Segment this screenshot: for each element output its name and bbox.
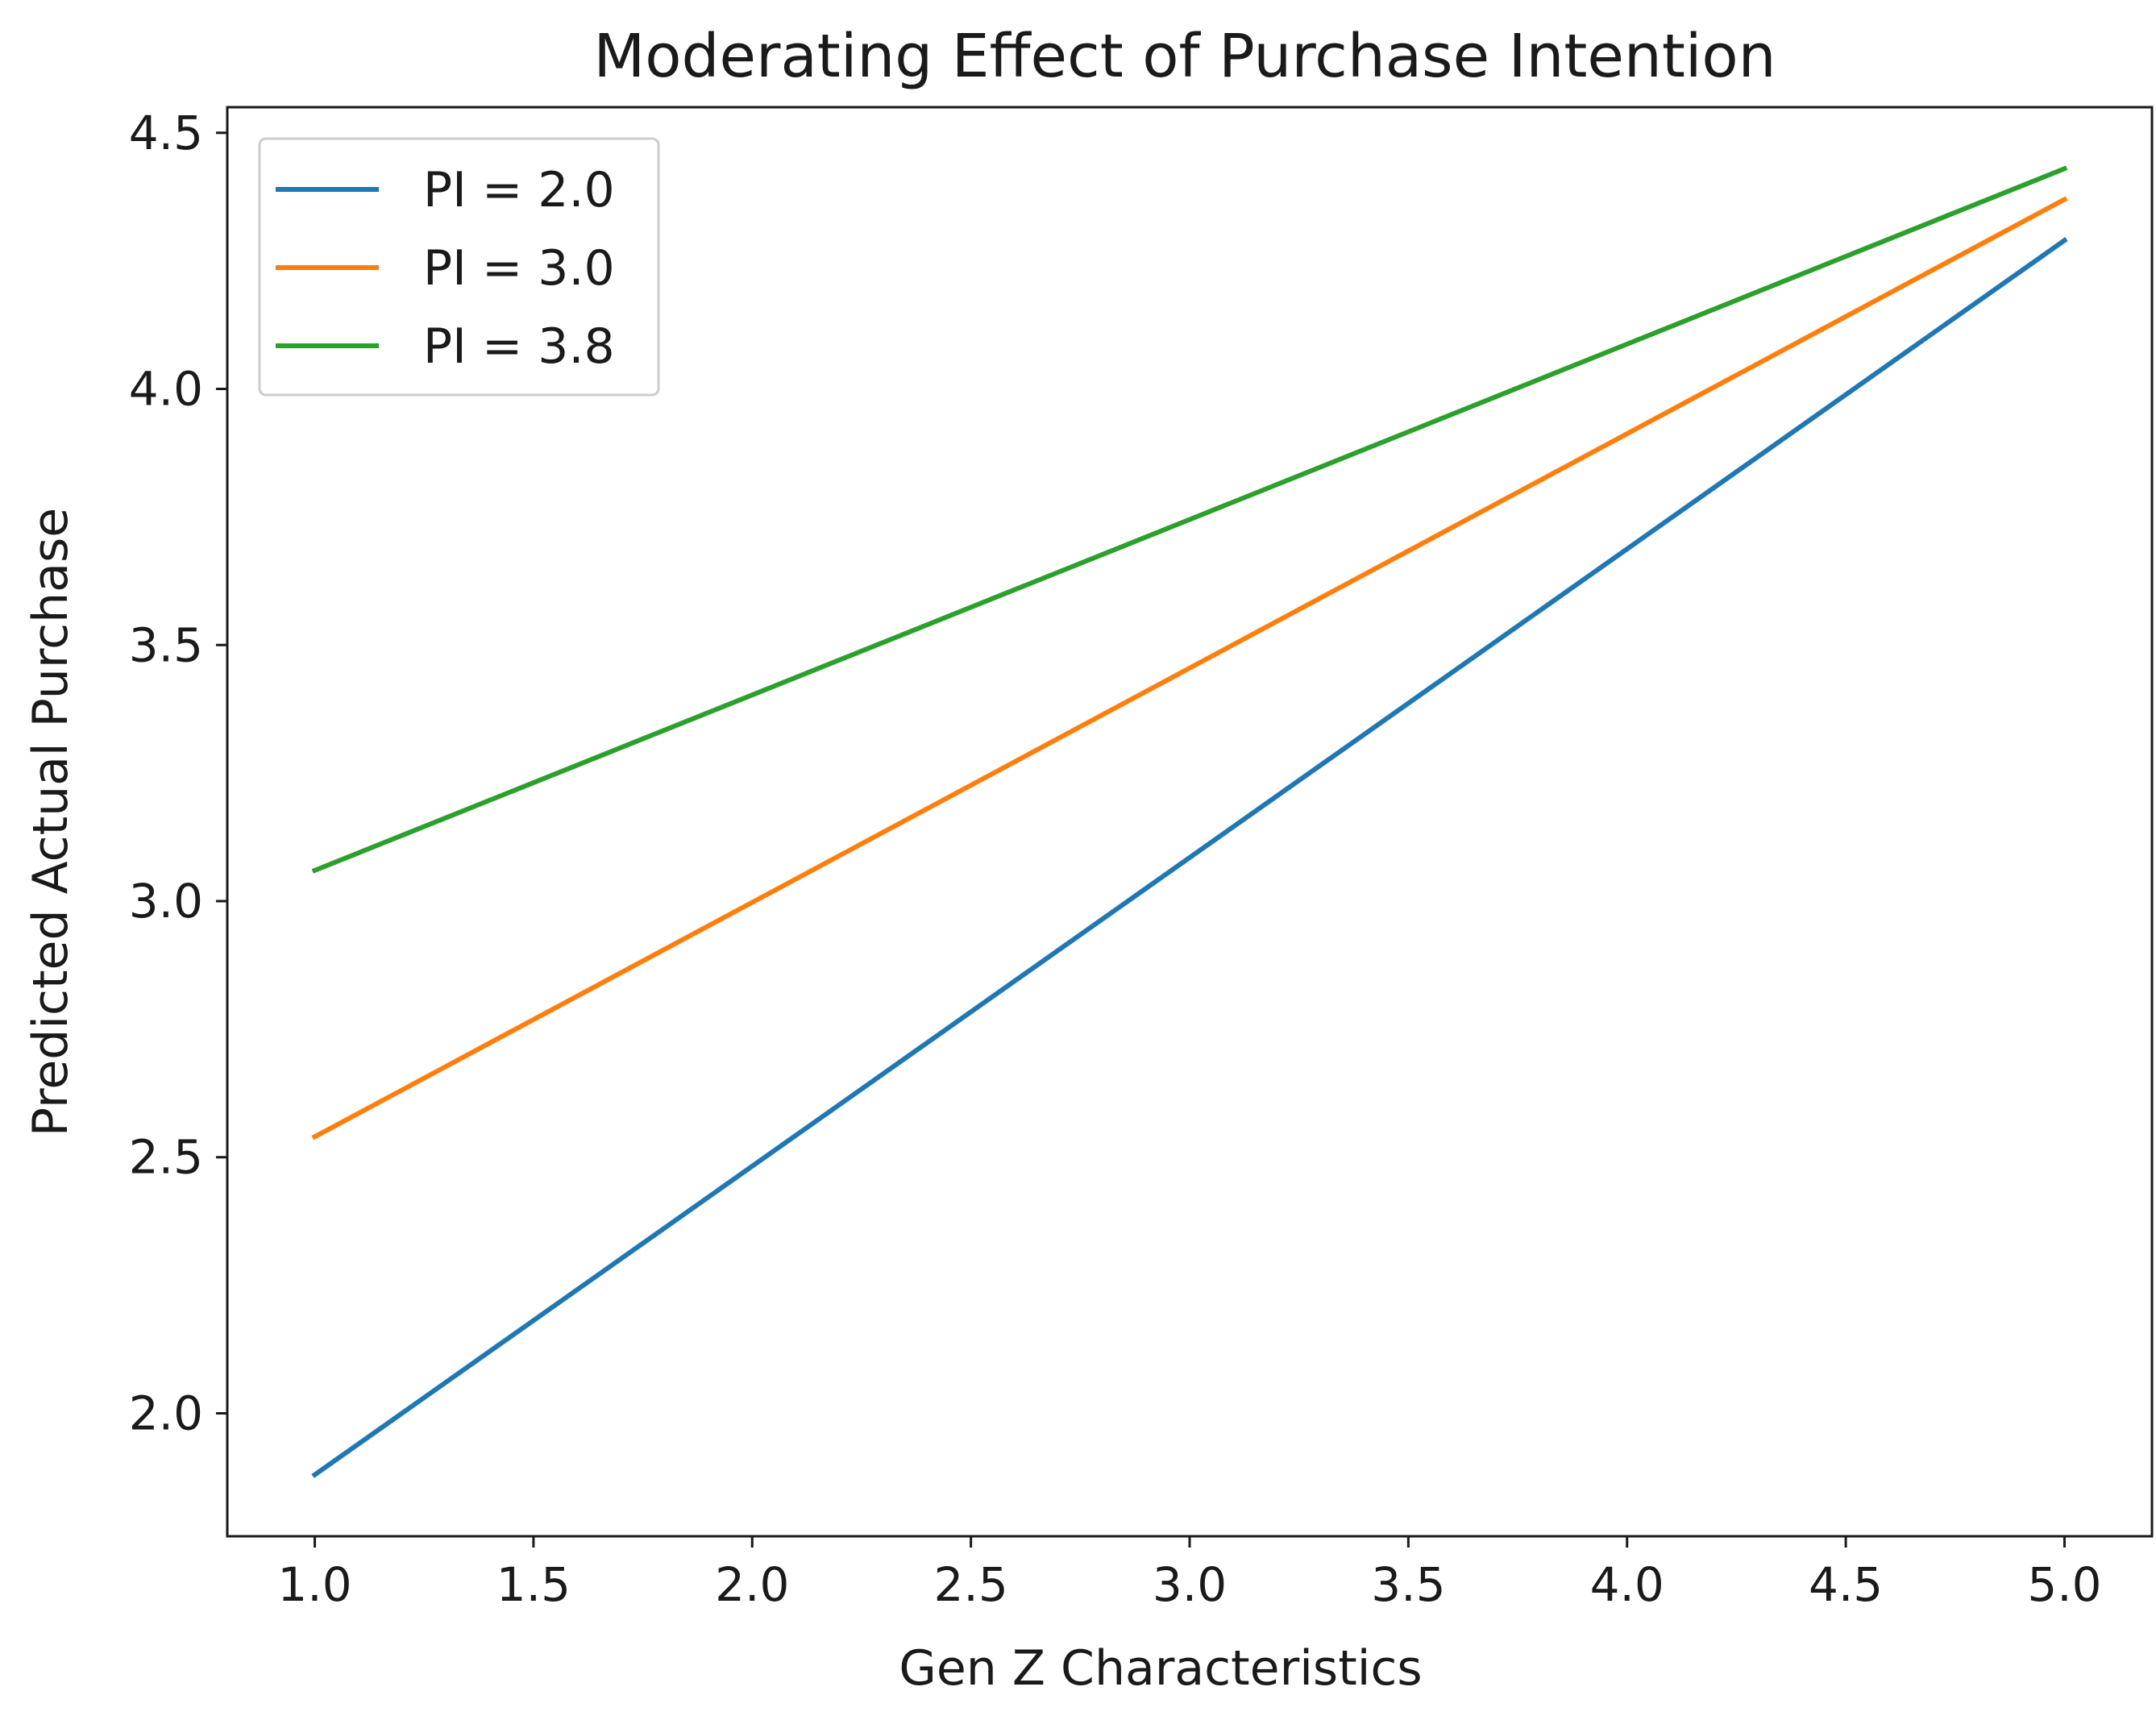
x-tick-label: 4.0 bbox=[1590, 1557, 1664, 1612]
y-tick-label: 2.5 bbox=[129, 1130, 203, 1185]
series-line bbox=[311, 165, 2068, 874]
x-tick-label: 3.0 bbox=[1153, 1557, 1227, 1612]
y-tick-label: 2.0 bbox=[129, 1386, 203, 1440]
chart-title: Moderating Effect of Purchase Intention bbox=[593, 22, 1776, 91]
x-tick-label: 5.0 bbox=[2027, 1557, 2101, 1612]
y-tick-label: 4.5 bbox=[129, 106, 203, 160]
y-tick-label: 3.5 bbox=[129, 617, 203, 672]
x-tick-label: 2.5 bbox=[934, 1557, 1008, 1612]
legend-label: PI = 3.8 bbox=[423, 318, 615, 375]
y-tick-label: 4.0 bbox=[129, 362, 203, 417]
x-axis-ticks: 1.0 1.5 2.0 2.5 3.0 3.5 4.0 4.5 5.0 bbox=[277, 1536, 2102, 1612]
y-axis-ticks: 2.0 2.5 3.0 3.5 4.0 4.5 bbox=[129, 106, 227, 1440]
series-lines bbox=[311, 165, 2068, 1478]
y-tick-label: 3.0 bbox=[129, 874, 203, 929]
legend-box bbox=[258, 137, 660, 397]
series-line bbox=[311, 196, 2068, 1141]
legend: PI = 2.0 PI = 3.0 PI = 3.8 bbox=[258, 137, 660, 397]
series-line bbox=[311, 237, 2068, 1478]
legend-label: PI = 3.0 bbox=[423, 240, 615, 297]
x-tick-label: 2.0 bbox=[715, 1557, 789, 1612]
y-axis-label: Predicted Actual Purchase bbox=[23, 508, 79, 1136]
legend-label: PI = 2.0 bbox=[423, 162, 615, 218]
x-tick-label: 4.5 bbox=[1809, 1557, 1883, 1612]
x-tick-label: 3.5 bbox=[1371, 1557, 1445, 1612]
x-axis-label: Gen Z Characteristics bbox=[899, 1640, 1422, 1697]
x-tick-label: 1.0 bbox=[277, 1557, 351, 1612]
x-tick-label: 1.5 bbox=[496, 1557, 571, 1612]
